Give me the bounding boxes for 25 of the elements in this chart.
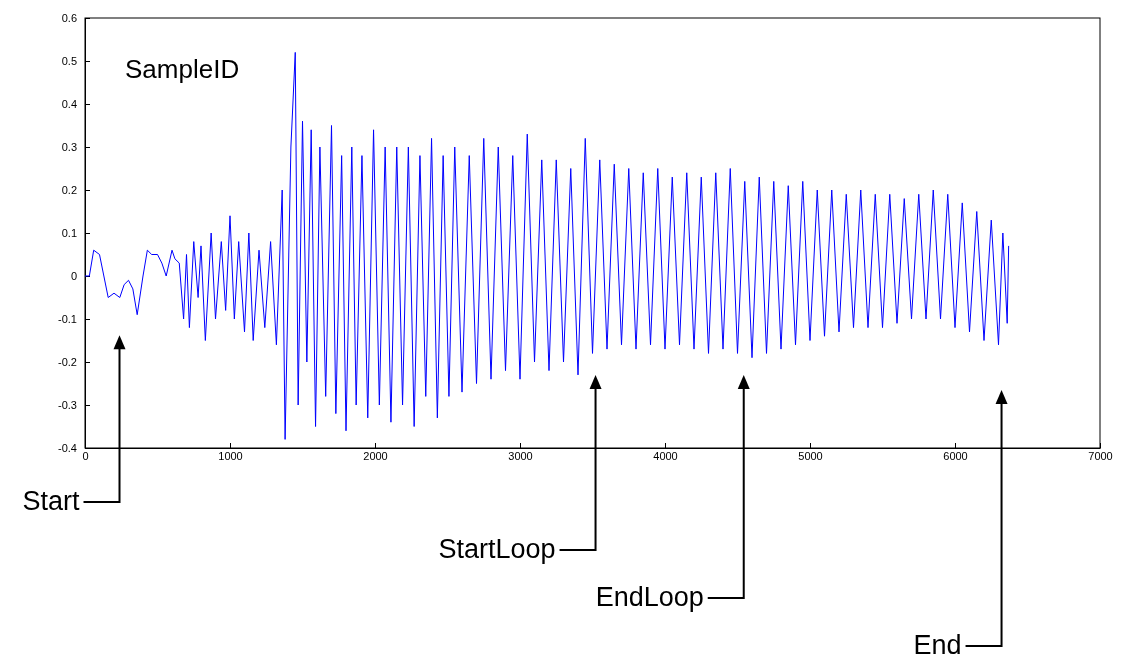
x-tick-label: 1000 [218,449,243,462]
text: StartLoop [438,534,556,564]
y-tick-label: -0.4 [58,442,77,455]
text: SampleID [125,54,240,84]
x-tick-label: 7000 [1088,449,1113,462]
x-tick-label: 6000 [943,449,968,462]
text: Start [22,486,80,516]
y-tick-label: 0.1 [61,227,77,240]
y-tick-label: -0.3 [58,399,77,412]
y-tick-label: -0.1 [58,313,77,326]
y-tick-label: 0.2 [61,184,77,197]
y-tick-label: 0.6 [61,12,77,25]
y-tick-label: 0 [70,270,77,283]
line-series [84,51,1010,440]
y-tick-label: -0.2 [58,356,77,369]
x-tick-label: 4000 [653,449,678,462]
text: End [913,630,962,660]
x-tick-label: 0 [82,449,89,462]
y-tick-label: 0.5 [61,55,77,68]
x-tick-label: 3000 [508,449,533,462]
y-tick-label: 0.3 [61,141,77,154]
x-tick-label: 2000 [363,449,388,462]
x-tick-label: 5000 [798,449,823,462]
y-tick-label: 0.4 [61,98,77,111]
text: EndLoop [595,582,704,612]
